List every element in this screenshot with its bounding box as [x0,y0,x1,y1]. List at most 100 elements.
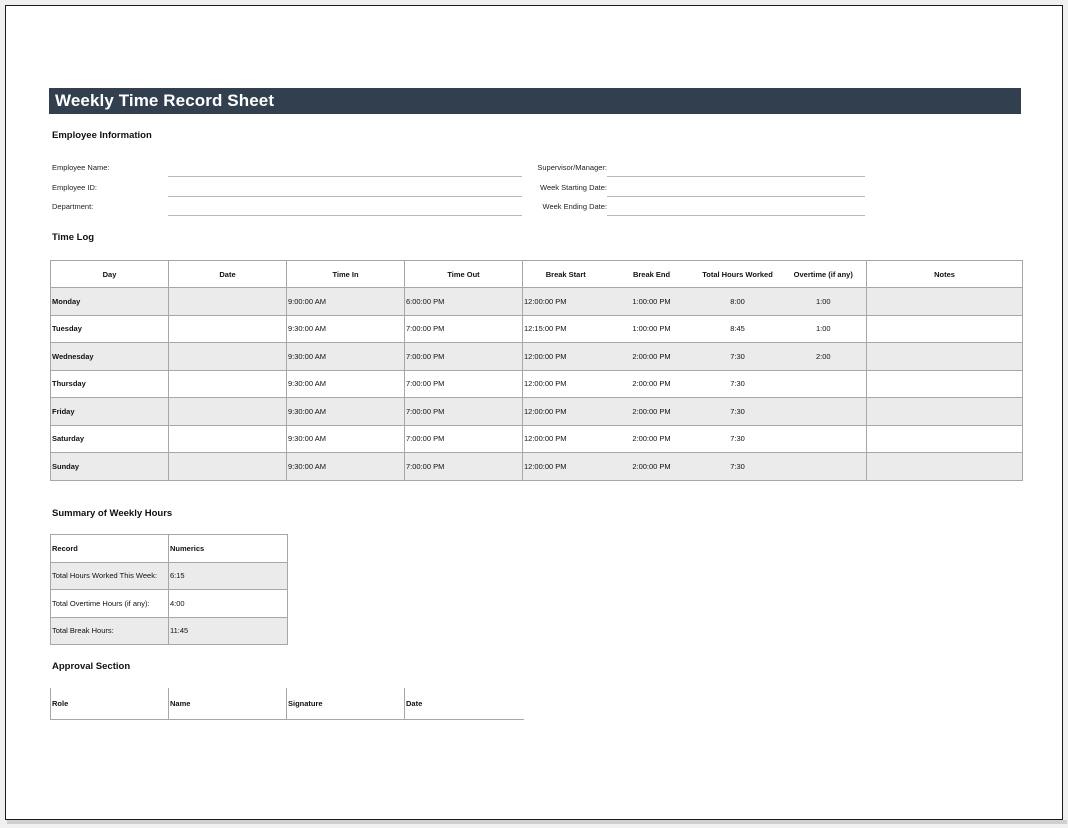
time-out-cell[interactable]: 7:00:00 PM [404,369,523,398]
column-header-day: Day [50,260,169,288]
time-in-cell[interactable]: 9:30:00 AM [286,342,405,370]
department-field[interactable] [168,215,522,216]
break-start-cell[interactable]: 12:00:00 PM [522,342,609,370]
time-in-cell[interactable]: 9:30:00 AM [286,452,405,480]
employee-id-label: Employee ID: [52,183,98,192]
notes-cell[interactable] [866,369,1023,398]
time-in-cell[interactable]: 9:00:00 AM [286,287,405,315]
break-start-cell[interactable]: 12:00:00 PM [522,452,609,480]
time-log-heading: Time Log [52,232,95,243]
value-cell: 11:45 [168,616,288,645]
day-cell: Sunday [50,452,169,480]
notes-cell[interactable] [866,342,1023,370]
overtime-cell: 1:00 [780,287,867,315]
time-log-header-row: Day Date Time In Time Out Break Start Br… [50,260,1023,288]
employee-name-field[interactable] [168,176,522,177]
overtime-cell [780,397,867,425]
department-label: Department: [52,202,94,211]
time-in-cell[interactable]: 9:30:00 AM [286,424,405,453]
break-end-cell[interactable]: 2:00:00 PM [608,342,695,370]
week-start-field[interactable] [607,196,865,197]
day-cell: Thursday [50,369,169,398]
column-header-record: Record [50,534,169,562]
summary-table: Record Numerics Total Hours Worked This … [50,534,288,645]
time-out-cell[interactable]: 7:00:00 PM [404,342,523,370]
week-end-label: Week Ending Date: [542,202,607,211]
break-end-cell[interactable]: 2:00:00 PM [608,452,695,480]
column-header-role: Role [50,688,169,719]
notes-cell[interactable] [866,452,1023,480]
time-in-cell[interactable]: 9:30:00 AM [286,369,405,398]
total-hours-cell: 8:00 [694,287,781,315]
date-cell[interactable] [168,452,287,480]
total-hours-cell: 7:30 [694,397,781,425]
column-header-date: Date [168,260,287,288]
total-hours-cell: 7:30 [694,452,781,480]
employee-info-heading: Employee Information [52,130,152,141]
employee-id-field[interactable] [168,196,522,197]
table-row: Total Break Hours: 11:45 [50,616,288,645]
overtime-cell [780,452,867,480]
break-end-cell[interactable]: 2:00:00 PM [608,424,695,453]
time-out-cell[interactable]: 7:00:00 PM [404,452,523,480]
time-in-cell[interactable]: 9:30:00 AM [286,397,405,425]
record-cell: Total Hours Worked This Week: [50,561,169,590]
table-row: Wednesday 9:30:00 AM 7:00:00 PM 12:00:00… [50,342,1023,370]
notes-cell[interactable] [866,397,1023,425]
break-end-cell[interactable]: 2:00:00 PM [608,397,695,425]
overtime-cell [780,424,867,453]
break-start-cell[interactable]: 12:00:00 PM [522,397,609,425]
time-out-cell[interactable]: 7:00:00 PM [404,397,523,425]
break-end-cell[interactable]: 1:00:00 PM [608,287,695,315]
week-start-label: Week Starting Date: [540,183,607,192]
time-out-cell[interactable]: 6:00:00 PM [404,287,523,315]
overtime-cell [780,369,867,398]
date-cell[interactable] [168,342,287,370]
column-header-overtime: Overtime (if any) [780,260,867,288]
page-shadow [7,820,1067,824]
page-title: Weekly Time Record Sheet [49,88,1021,114]
break-start-cell[interactable]: 12:00:00 PM [522,424,609,453]
column-header-signature: Signature [286,688,405,719]
time-out-cell[interactable]: 7:00:00 PM [404,314,523,343]
record-cell: Total Overtime Hours (if any): [50,589,169,617]
day-cell: Tuesday [50,314,169,343]
approval-header-row: Role Name Signature Date [50,688,524,719]
total-hours-cell: 8:45 [694,314,781,343]
date-cell[interactable] [168,287,287,315]
column-header-date: Date [406,698,423,708]
table-row: Sunday 9:30:00 AM 7:00:00 PM 12:00:00 PM… [50,452,1023,480]
date-cell[interactable] [168,397,287,425]
total-hours-cell: 7:30 [694,342,781,370]
day-cell: Monday [50,287,169,315]
value-cell: 6:15 [168,561,288,590]
time-in-cell[interactable]: 9:30:00 AM [286,314,405,343]
table-row: Tuesday 9:30:00 AM 7:00:00 PM 12:15:00 P… [50,314,1023,343]
break-start-cell[interactable]: 12:00:00 PM [522,369,609,398]
time-out-cell[interactable]: 7:00:00 PM [404,424,523,453]
break-end-cell[interactable]: 1:00:00 PM [608,314,695,343]
date-cell[interactable] [168,369,287,398]
column-header-break-start: Break Start [522,260,609,288]
column-header-notes: Notes [866,260,1023,288]
summary-heading: Summary of Weekly Hours [52,508,173,519]
approval-heading: Approval Section [52,661,131,672]
break-start-cell[interactable]: 12:00:00 PM [522,287,609,315]
date-cell[interactable] [168,424,287,453]
notes-cell[interactable] [866,287,1023,315]
notes-cell[interactable] [866,424,1023,453]
overtime-cell: 1:00 [780,314,867,343]
supervisor-label: Supervisor/Manager: [537,163,607,172]
employee-name-label: Employee Name: [52,163,110,172]
notes-cell[interactable] [866,314,1023,343]
day-cell: Saturday [50,424,169,453]
date-cell[interactable] [168,314,287,343]
table-row: Friday 9:30:00 AM 7:00:00 PM 12:00:00 PM… [50,397,1023,425]
break-start-cell[interactable]: 12:15:00 PM [522,314,609,343]
table-row: Thursday 9:30:00 AM 7:00:00 PM 12:00:00 … [50,369,1023,398]
table-row: Saturday 9:30:00 AM 7:00:00 PM 12:00:00 … [50,424,1023,453]
week-end-field[interactable] [607,215,865,216]
break-end-cell[interactable]: 2:00:00 PM [608,369,695,398]
supervisor-field[interactable] [607,176,865,177]
table-row: Total Hours Worked This Week: 6:15 [50,561,288,590]
